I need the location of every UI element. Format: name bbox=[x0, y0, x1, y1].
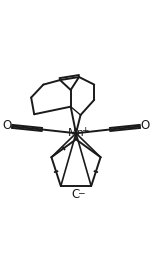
Text: −: − bbox=[77, 188, 84, 197]
Text: C: C bbox=[72, 188, 80, 201]
Text: O: O bbox=[2, 119, 11, 132]
Text: O: O bbox=[141, 119, 150, 132]
Text: Mn: Mn bbox=[68, 128, 84, 138]
Text: +: + bbox=[81, 126, 88, 135]
